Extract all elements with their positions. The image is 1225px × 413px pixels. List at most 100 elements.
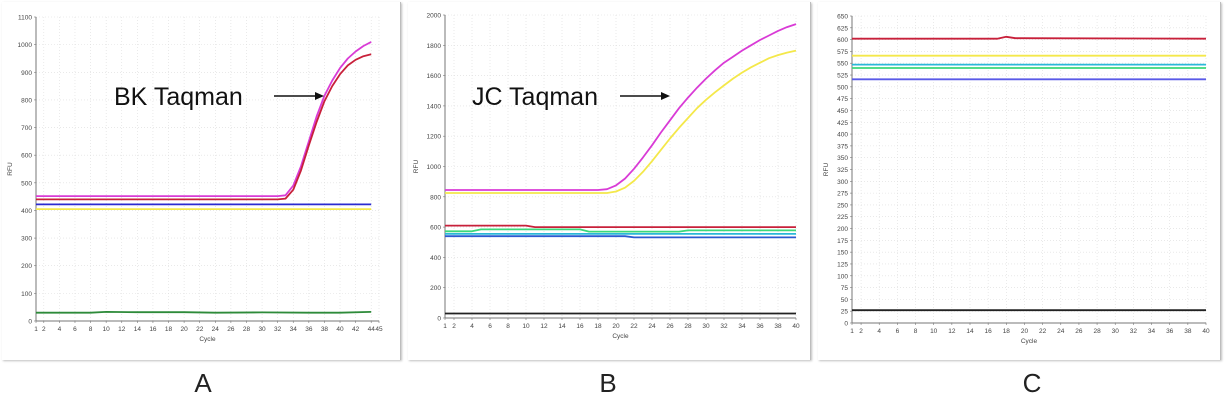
y-tick-label: 50	[841, 297, 849, 304]
y-tick-label: 225	[837, 214, 848, 221]
x-axis-title: Cycle	[1021, 338, 1038, 345]
annotation-label: JC Taqman	[472, 83, 598, 111]
x-tick-label: 1	[443, 323, 447, 330]
y-axis-title: RFU	[7, 162, 14, 176]
x-tick-label: 34	[738, 323, 746, 330]
x-tick-label: 10	[522, 323, 530, 330]
x-tick-label: 32	[1130, 328, 1138, 335]
x-tick-label: 20	[612, 323, 620, 330]
x-tick-label: 34	[1148, 328, 1156, 335]
y-tick-label: 250	[837, 202, 848, 209]
grid	[444, 14, 797, 319]
x-tick-label: 32	[274, 326, 282, 333]
x-tick-label: 28	[684, 323, 692, 330]
x-tick-label: 38	[774, 323, 782, 330]
x-tick-label: 6	[73, 326, 77, 333]
y-tick-label: 150	[837, 250, 848, 257]
x-tick-label: 28	[243, 326, 251, 333]
x-tick-label: 36	[1166, 328, 1174, 335]
y-tick-label: 400	[21, 208, 32, 215]
chart-panel-b: 0 200 400 600 800 1000 1200 1400 1600 1800 2000 1 2 4…	[408, 2, 811, 360]
y-tick-label: 625	[837, 25, 848, 32]
y-tick-label: 200	[837, 226, 848, 233]
x-tick-label: 26	[1075, 328, 1083, 335]
x-tick-label: 26	[227, 326, 235, 333]
y-tick-label: 400	[430, 255, 441, 262]
x-tick-label: 44	[368, 326, 376, 333]
x-tick-label: 24	[1057, 328, 1065, 335]
x-tick-label: 14	[134, 326, 142, 333]
x-tick-label: 18	[165, 326, 173, 333]
series-line	[36, 41, 372, 198]
x-tick-label: 14	[966, 328, 974, 335]
y-axis-title: RFU	[413, 160, 420, 174]
y-tick-label: 275	[837, 191, 848, 198]
x-tick-label: 8	[914, 328, 918, 335]
y-tick-label: 0	[437, 316, 441, 323]
y-tick-label: 550	[837, 61, 848, 68]
y-tick-label: 1600	[427, 73, 442, 80]
y-tick-label: 1200	[427, 134, 442, 141]
x-tick-label: 36	[305, 326, 313, 333]
y-tick-label: 500	[837, 84, 848, 91]
annotation-arrow-head	[315, 92, 324, 100]
y-tick-label: 75	[841, 285, 849, 292]
series-line	[445, 228, 796, 233]
y-tick-label: 375	[837, 143, 848, 150]
x-tick-label: 30	[258, 326, 266, 333]
y-tick-label: 200	[21, 263, 32, 270]
y-tick-label: 600	[837, 37, 848, 44]
y-tick-label: 100	[21, 291, 32, 298]
x-tick-label: 12	[540, 323, 548, 330]
y-tick-label: 450	[837, 108, 848, 115]
y-tick-label: 300	[21, 236, 32, 243]
y-tick-label: 1000	[18, 42, 33, 49]
y-tick-label: 1400	[427, 103, 442, 110]
x-tick-label: 24	[648, 323, 656, 330]
x-tick-label: 4	[58, 326, 62, 333]
x-tick-label: 2	[452, 323, 456, 330]
x-tick-label: 4	[877, 328, 881, 335]
y-tick-label: 350	[837, 155, 848, 162]
x-tick-label: 12	[948, 328, 956, 335]
y-tick-label: 325	[837, 167, 848, 174]
x-tick-label: 8	[89, 326, 93, 333]
y-tick-label: 575	[837, 49, 848, 56]
grid	[851, 15, 1207, 324]
y-tick-label: 700	[21, 125, 32, 132]
series-line	[445, 23, 797, 191]
panel-label-a: A	[194, 368, 212, 398]
y-tick-label: 1800	[427, 43, 442, 50]
y-tick-label: 300	[837, 179, 848, 186]
x-tick-label: 10	[103, 326, 111, 333]
y-tick-label: 800	[430, 194, 441, 201]
y-tick-label: 400	[837, 132, 848, 139]
x-tick-label: 30	[1112, 328, 1120, 335]
y-axis-title: RFU	[823, 163, 830, 177]
x-tick-label: 1	[34, 326, 38, 333]
y-tick-label: 600	[430, 225, 441, 232]
x-tick-label: 2	[42, 326, 46, 333]
y-tick-label: 100	[837, 273, 848, 280]
y-tick-label: 600	[21, 153, 32, 160]
x-axis-title: Cycle	[612, 333, 629, 340]
y-tick-label: 25	[841, 309, 849, 316]
x-tick-label: 12	[118, 326, 126, 333]
x-tick-label: 42	[352, 326, 360, 333]
series-line	[445, 224, 796, 229]
chart-panel-c: 0 25 50 75 100 125 150 175 200 225 250 275 300 325 350…	[818, 2, 1221, 360]
x-axis-title: Cycle	[199, 336, 216, 343]
x-tick-label: 32	[720, 323, 728, 330]
y-tick-label: 1000	[427, 164, 442, 171]
x-tick-label: 4	[470, 323, 474, 330]
x-tick-label: 40	[1202, 328, 1210, 335]
y-tick-label: 200	[430, 285, 441, 292]
series-line	[445, 49, 797, 194]
x-tick-label: 10	[930, 328, 938, 335]
y-tick-label: 0	[844, 321, 848, 328]
series-line	[36, 53, 372, 201]
x-tick-label: 18	[1003, 328, 1011, 335]
series-line	[36, 310, 372, 314]
x-tick-label: 22	[1039, 328, 1047, 335]
